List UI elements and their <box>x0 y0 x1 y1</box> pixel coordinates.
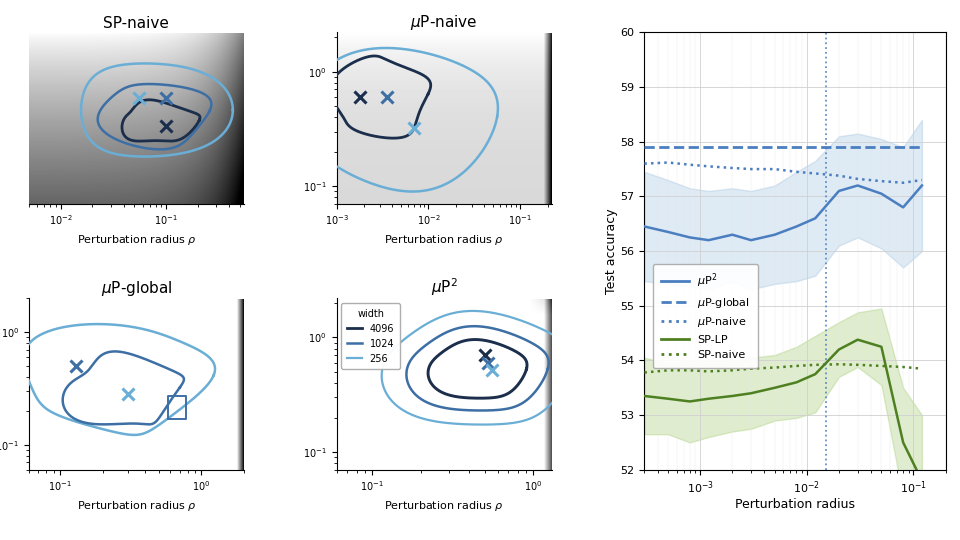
X-axis label: Perturbation radius $\rho$: Perturbation radius $\rho$ <box>77 233 196 247</box>
Title: $\mu$P-naive: $\mu$P-naive <box>411 14 478 32</box>
Y-axis label: Test accuracy: Test accuracy <box>605 208 618 294</box>
X-axis label: Perturbation radius: Perturbation radius <box>735 497 855 510</box>
X-axis label: Perturbation radius $\rho$: Perturbation radius $\rho$ <box>384 233 504 247</box>
Legend: 4096, 1024, 256: 4096, 1024, 256 <box>342 303 400 369</box>
X-axis label: Perturbation radius $\rho$: Perturbation radius $\rho$ <box>77 499 196 513</box>
Title: SP-naive: SP-naive <box>104 16 169 31</box>
Legend: $\mu$P$^{2}$, $\mu$P-global, $\mu$P-naive, SP-LP, SP-naive: $\mu$P$^{2}$, $\mu$P-global, $\mu$P-naiv… <box>653 264 758 368</box>
Title: $\mu$P-global: $\mu$P-global <box>101 279 172 298</box>
X-axis label: Perturbation radius $\rho$: Perturbation radius $\rho$ <box>384 499 504 513</box>
Title: $\mu$P$^{2}$: $\mu$P$^{2}$ <box>431 276 458 298</box>
